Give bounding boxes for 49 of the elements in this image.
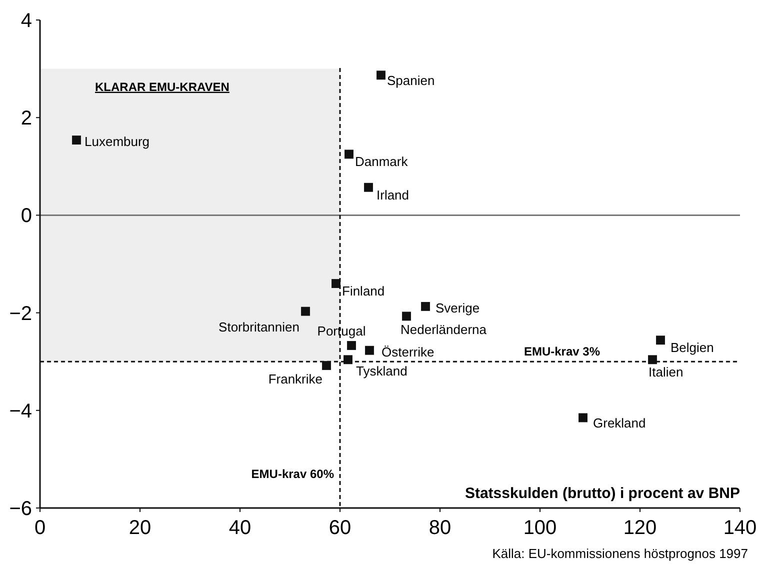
ref-line-label: EMU-krav 60% xyxy=(251,467,334,481)
point xyxy=(344,355,352,364)
point xyxy=(578,413,588,422)
annotation: Danmark xyxy=(355,154,408,170)
point xyxy=(72,136,81,145)
point xyxy=(332,279,340,288)
annotation: Luxemburg xyxy=(84,134,150,150)
y-tick-label: 4 xyxy=(20,10,32,32)
point xyxy=(648,355,657,364)
x-axis-title: Statsskulden (brutto) i procent av BNP xyxy=(464,485,740,502)
y-tick-label: −2 xyxy=(9,302,32,325)
annotation: Spanien xyxy=(387,73,435,88)
point xyxy=(402,312,411,321)
text: Källa: EU-kommissionens höstprognos 1997 xyxy=(492,546,748,561)
point xyxy=(364,182,373,192)
point xyxy=(344,150,354,159)
x-tick-label: 40 xyxy=(228,517,252,539)
annotation: Tyskland xyxy=(356,364,408,379)
point xyxy=(301,306,310,316)
point xyxy=(365,346,374,355)
x-tick-label: 0 xyxy=(34,517,46,539)
x-tick-label: 120 xyxy=(623,517,657,539)
y-tick-label: −4 xyxy=(9,400,32,422)
point xyxy=(376,70,386,80)
point xyxy=(656,336,665,345)
point xyxy=(421,302,430,311)
annotation: Grekland xyxy=(593,416,646,431)
point xyxy=(322,361,331,370)
band-label: KLARAR EMU-KRAVEN xyxy=(95,80,230,94)
annotation: Belgien xyxy=(670,340,714,356)
y-tick-label: −6 xyxy=(9,498,32,520)
annotation: Finland xyxy=(342,284,385,299)
annotation: Storbritannien xyxy=(218,319,300,334)
x-tick-label: 80 xyxy=(428,517,452,539)
annotation: Portugal xyxy=(317,323,366,338)
point xyxy=(347,341,356,350)
annotation: Österrike xyxy=(382,344,434,360)
x-tick-label: 20 xyxy=(128,517,152,539)
annotation: Frankrike xyxy=(268,372,322,387)
ref-line-label: EMU-krav 3% xyxy=(524,344,600,359)
annotation: Irland xyxy=(376,187,410,202)
x-tick-label: 140 xyxy=(723,517,757,539)
y-tick-label: 2 xyxy=(20,108,32,130)
y-tick-label: 0 xyxy=(20,205,32,228)
annotation: Nederländerna xyxy=(400,322,488,338)
annotation: Sverige xyxy=(436,300,480,316)
x-tick-label: 100 xyxy=(523,517,557,539)
annotation: Italien xyxy=(648,364,684,380)
x-tick-label: 60 xyxy=(328,517,352,539)
